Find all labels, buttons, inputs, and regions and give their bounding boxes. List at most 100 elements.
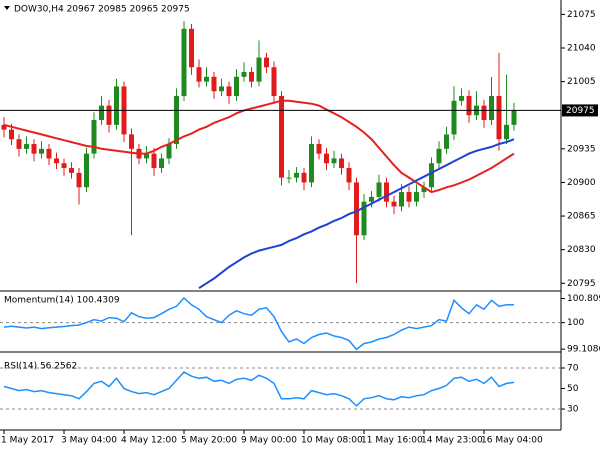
candle-body [496,96,502,140]
candle-body [316,144,322,154]
candle-body [181,28,187,97]
y-tick-label: 100.8099 [567,294,600,304]
candle-body [489,96,494,121]
candle-body [76,172,82,188]
candle-body [106,105,112,125]
candle-body [159,158,164,169]
candle-body [264,57,269,68]
candle-body [211,76,217,92]
candle-body [189,28,194,68]
candle-body [436,148,442,164]
candle-body [309,144,314,183]
moving-average [198,138,515,289]
candle-body [294,172,299,178]
candle-body [99,105,104,121]
x-tick-label: 1 May 2017 [1,436,54,446]
menu-arrow[interactable] [4,6,10,10]
y-tick-label: 21075 [567,10,596,20]
candle-body [414,192,419,202]
candle-body [114,86,119,125]
y-tick-label: 20935 [567,144,596,154]
y-tick-label: 21005 [567,77,596,87]
y-tick-label: 100 [567,318,584,328]
candle-body [346,168,352,183]
candle-body [406,192,412,202]
indicator-line [3,296,514,351]
candle-body [331,158,337,164]
candle-body [369,196,374,202]
candle-body [61,163,67,169]
candle-body [166,144,172,159]
y-tick-label: 20795 [567,279,596,289]
y-tick-label: 21040 [567,44,596,54]
candle-body [9,129,14,140]
last-price-label: 20975 [566,106,595,116]
candle-body [399,192,404,207]
last-price-box [562,104,598,117]
candle-body [54,158,59,164]
candle-body [339,158,344,169]
x-tick-label: 4 May 12:00 [121,436,177,446]
x-tick-label: 10 May 08:00 [301,436,363,446]
candle-body [24,144,29,149]
candle-body [391,201,397,207]
x-tick-label: 11 May 16:00 [361,436,423,446]
indicator-title: RSI(14) 56.2562 [4,362,77,372]
x-tick-label: 16 May 04:00 [481,436,543,446]
candle-body [354,182,359,236]
candle-body [271,67,277,97]
candle-body [91,120,97,154]
candle-body [504,124,509,140]
candle-body [451,100,457,135]
candle-body [31,144,37,154]
candle-body [219,86,224,92]
y-tick-label: 20830 [567,245,596,255]
candle-body [129,134,134,149]
indicator-title: Momentum(14) 100.4309 [4,296,120,306]
candle-body [286,177,292,179]
candle-body [256,57,262,82]
candle-body [324,153,329,164]
candle-body [46,148,52,159]
y-tick-label: 70 [567,364,579,374]
indicator-line [3,371,515,407]
moving-average [3,99,515,194]
x-tick-label: 5 May 20:00 [181,436,237,446]
candle-body [249,72,254,82]
candle-body [301,172,307,183]
candle-body [376,182,382,197]
candle-body [196,67,202,82]
candle-body [234,76,239,97]
x-tick-label: 3 May 04:00 [61,436,117,446]
candle-body [39,148,44,154]
candle-body [144,153,149,159]
candle-body [481,105,487,121]
candle-body [151,153,157,169]
candle-body [421,187,427,193]
candle-body [16,139,22,149]
main-title: DOW30,H4 20967 20985 20965 20975 [14,5,190,15]
y-tick-label: 99.1086 [567,345,600,355]
candle-body [279,96,284,178]
y-tick-label: 20865 [567,212,596,222]
candle-body [361,201,367,236]
candle-body [204,76,209,82]
candle-body [69,168,74,173]
candle-body [429,163,434,188]
candle-body [226,86,232,97]
candle-body [384,182,389,202]
candle-body [174,96,179,145]
candle-body [511,110,517,125]
candle-body [1,124,7,130]
candle-body [444,134,449,149]
candle-body [84,153,89,188]
candle-body [466,96,472,116]
y-tick-label: 20900 [567,178,596,188]
y-tick-label: 30 [567,405,579,415]
x-tick-label: 14 May 23:00 [421,436,483,446]
y-tick-label: 50 [567,384,579,394]
candle-body [241,72,247,77]
x-tick-label: 9 May 00:00 [241,436,297,446]
